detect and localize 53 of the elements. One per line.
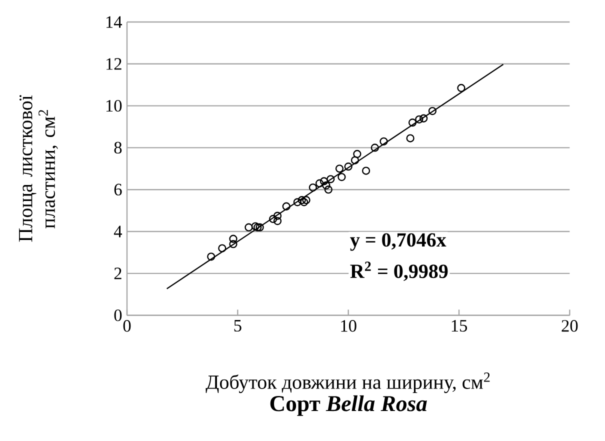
point bbox=[282, 202, 290, 210]
annotation: y = 0,7046x bbox=[350, 233, 446, 251]
x-tick-label: 15 bbox=[452, 320, 467, 332]
point bbox=[300, 198, 308, 206]
y-tick-label: 0 bbox=[114, 309, 122, 322]
point bbox=[326, 174, 335, 184]
point bbox=[324, 185, 332, 194]
point bbox=[298, 196, 306, 204]
point bbox=[229, 234, 238, 243]
y-tick-label: 8 bbox=[114, 142, 122, 154]
point bbox=[457, 84, 466, 92]
point bbox=[273, 216, 282, 225]
y-axis-title: Площа листкової пластини, см$^{2}$ bbox=[19, 94, 58, 242]
point bbox=[244, 223, 253, 232]
point bbox=[308, 183, 317, 192]
point bbox=[254, 223, 262, 232]
y-tick-label: 12 bbox=[106, 58, 122, 70]
point bbox=[335, 164, 344, 173]
point bbox=[269, 214, 278, 223]
point bbox=[320, 177, 328, 186]
point bbox=[353, 150, 362, 158]
point bbox=[406, 134, 414, 142]
point bbox=[315, 179, 324, 188]
text: Сорт Bella Rosa bbox=[270, 395, 427, 416]
point bbox=[251, 222, 260, 230]
y-tick-label: 2 bbox=[114, 268, 122, 280]
point bbox=[350, 156, 360, 164]
point bbox=[428, 106, 437, 115]
point bbox=[370, 143, 379, 152]
point bbox=[207, 252, 216, 261]
point bbox=[362, 166, 370, 175]
x-tick-label: 10 bbox=[341, 320, 356, 332]
y-tick-label: 10 bbox=[106, 100, 122, 112]
point bbox=[302, 196, 310, 204]
point bbox=[408, 118, 417, 126]
x-tick-label: 5 bbox=[234, 320, 242, 332]
y-tick-label: 4 bbox=[114, 226, 122, 238]
x-tick-label: 0 bbox=[123, 320, 131, 332]
x-axis-title: Добуток довжини на ширину, см$^{2}$ bbox=[206, 372, 490, 393]
point bbox=[293, 198, 302, 206]
y-tick-label: 14 bbox=[106, 16, 122, 28]
point bbox=[218, 244, 226, 252]
y-tick-label: 6 bbox=[114, 184, 122, 196]
annotation: R$^{2}$ = 0,9989 bbox=[350, 262, 448, 281]
point bbox=[415, 115, 424, 124]
point bbox=[229, 240, 238, 248]
point bbox=[338, 172, 346, 181]
x-tick-label: 20 bbox=[562, 320, 578, 332]
point bbox=[322, 181, 330, 190]
point bbox=[344, 162, 352, 170]
point bbox=[420, 114, 428, 122]
point bbox=[273, 212, 282, 220]
point bbox=[380, 137, 388, 146]
